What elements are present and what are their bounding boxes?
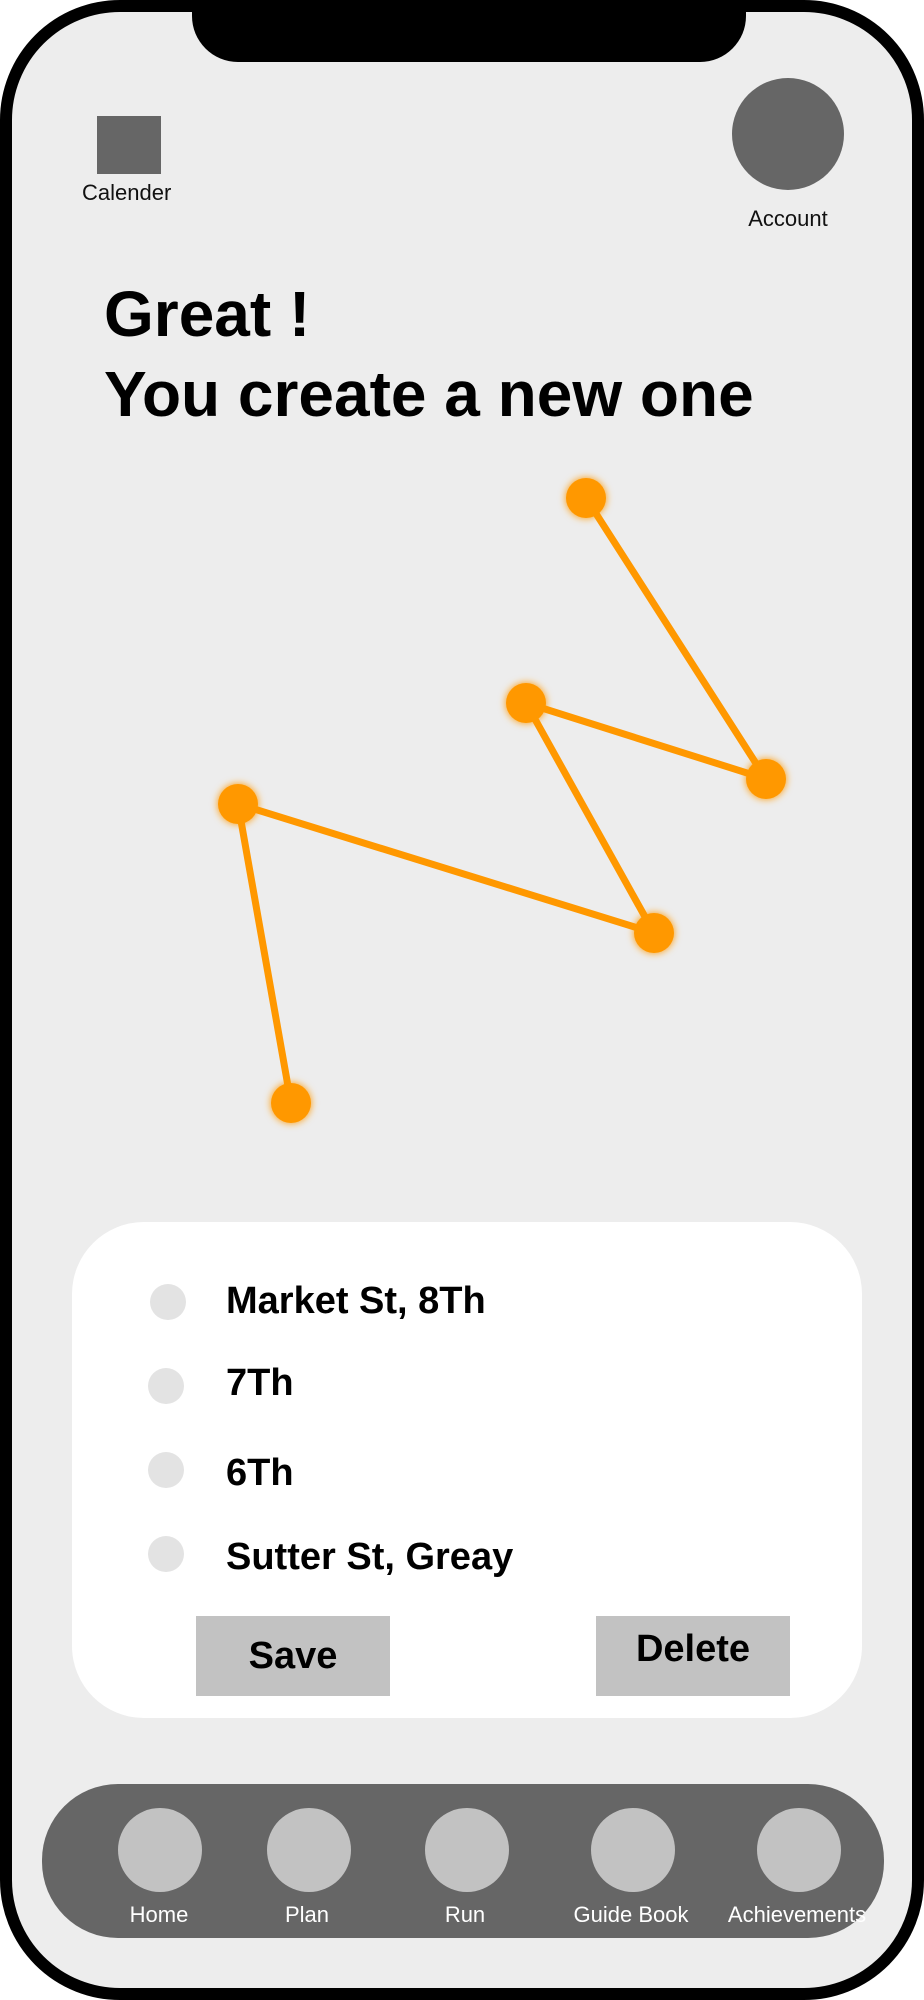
title-line-2: You create a new one bbox=[104, 358, 754, 430]
calendar-icon bbox=[97, 116, 161, 174]
nav-label: Home bbox=[129, 1902, 189, 1927]
stop-radio-icon[interactable] bbox=[148, 1536, 184, 1572]
account-avatar-icon bbox=[732, 78, 844, 190]
plan-icon bbox=[267, 1808, 351, 1892]
route-point-5[interactable] bbox=[218, 784, 258, 824]
nav-label: Plan bbox=[284, 1902, 330, 1927]
home-icon bbox=[118, 1808, 202, 1892]
nav-item-achievements[interactable]: Achievements bbox=[722, 1784, 872, 1938]
stop-item[interactable]: 6Th bbox=[72, 1438, 862, 1498]
nav-item-home[interactable]: Home bbox=[84, 1784, 234, 1938]
route-point-4[interactable] bbox=[634, 913, 674, 953]
route-map bbox=[218, 478, 786, 1123]
route-stops-card: Market St, 8Th 7Th 6Th Sutter St, Greay … bbox=[72, 1222, 862, 1718]
calendar-button[interactable]: Calender bbox=[82, 104, 202, 214]
route-point-1[interactable] bbox=[566, 478, 606, 518]
route-point-3[interactable] bbox=[506, 683, 546, 723]
bottom-nav: Home Plan Run Guide Book Achievements bbox=[42, 1784, 884, 1938]
nav-item-plan[interactable]: Plan bbox=[232, 1784, 382, 1938]
guide-book-icon bbox=[591, 1808, 675, 1892]
stop-radio-icon[interactable] bbox=[148, 1368, 184, 1404]
calendar-label: Calender bbox=[82, 180, 172, 205]
nav-label: Run bbox=[444, 1902, 486, 1927]
stop-item[interactable]: Sutter St, Greay bbox=[72, 1520, 862, 1580]
nav-label: Achievements bbox=[727, 1902, 867, 1927]
stop-label: Market St, 8Th bbox=[226, 1280, 486, 1322]
stop-radio-icon[interactable] bbox=[148, 1452, 184, 1488]
stop-item[interactable]: Market St, 8Th bbox=[72, 1272, 862, 1332]
stop-item[interactable]: 7Th bbox=[72, 1354, 862, 1414]
account-button[interactable]: Account bbox=[732, 78, 892, 238]
delete-button[interactable]: Delete bbox=[596, 1616, 790, 1696]
route-line bbox=[234, 496, 770, 1104]
nav-item-guide-book[interactable]: Guide Book bbox=[556, 1784, 706, 1938]
achievements-icon bbox=[757, 1808, 841, 1892]
stop-label: Sutter St, Greay bbox=[226, 1536, 514, 1578]
run-icon bbox=[425, 1808, 509, 1892]
stop-label: 6Th bbox=[226, 1452, 294, 1494]
page-title: Great ! You create a new one bbox=[104, 274, 754, 434]
route-point-2[interactable] bbox=[746, 759, 786, 799]
stop-label: 7Th bbox=[226, 1362, 294, 1404]
stop-radio-icon[interactable] bbox=[150, 1284, 186, 1320]
nav-label: Guide Book bbox=[573, 1902, 689, 1927]
title-line-1: Great ! bbox=[104, 278, 311, 350]
account-label: Account bbox=[748, 206, 828, 231]
save-button[interactable]: Save bbox=[196, 1616, 390, 1696]
route-point-6[interactable] bbox=[271, 1083, 311, 1123]
notch bbox=[192, 12, 746, 62]
nav-item-run[interactable]: Run bbox=[390, 1784, 540, 1938]
